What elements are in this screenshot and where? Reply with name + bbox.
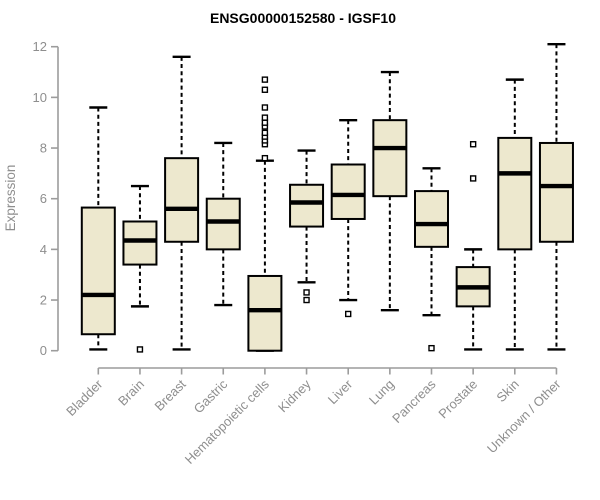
iqr-box xyxy=(497,136,533,251)
outlier-point xyxy=(469,175,477,182)
y-tick-label: 4 xyxy=(40,242,47,257)
outlier-point xyxy=(345,310,352,318)
boxplot-group xyxy=(205,141,241,307)
x-tick-label: Unknown / Other xyxy=(484,376,564,456)
x-tick-label: Brain xyxy=(115,377,147,409)
x-tick-label: Pancreas xyxy=(389,376,439,426)
boxplot-group xyxy=(372,70,408,312)
iqr-box xyxy=(247,274,283,352)
chart-title: ENSG00000152580 - IGSF10 xyxy=(210,10,396,26)
boxplot-group xyxy=(164,55,200,351)
iqr-box xyxy=(80,206,116,336)
x-tick-label: Gastric xyxy=(191,376,231,416)
boxplot-group xyxy=(330,118,366,318)
y-tick-label: 2 xyxy=(40,293,47,308)
iqr-box xyxy=(289,183,325,228)
iqr-box xyxy=(330,163,366,220)
x-tick-label: Skin xyxy=(493,377,521,405)
boxplot-group xyxy=(455,141,491,351)
y-tick-label: 12 xyxy=(33,39,47,54)
outlier-point xyxy=(261,76,269,83)
iqr-box xyxy=(205,197,241,251)
outlier-point xyxy=(261,129,269,137)
y-tick-label: 8 xyxy=(40,141,47,156)
y-tick-label: 10 xyxy=(33,90,47,105)
boxplot-group xyxy=(80,106,116,351)
y-tick-label: 6 xyxy=(40,191,47,206)
outlier-point xyxy=(261,119,269,126)
outlier-point xyxy=(428,344,435,352)
boxplot-group xyxy=(414,167,449,352)
outlier-point xyxy=(303,289,310,296)
x-tick-label: Liver xyxy=(325,376,356,407)
x-tick-label: Lung xyxy=(366,377,397,408)
iqr-box xyxy=(164,157,200,243)
iqr-box xyxy=(372,119,408,198)
outlier-point xyxy=(136,346,144,353)
x-tick-label: Breast xyxy=(152,376,189,413)
boxplot-group xyxy=(497,78,533,351)
y-axis-label: Expression xyxy=(3,165,18,232)
iqr-box xyxy=(122,220,158,266)
boxplot-group xyxy=(247,76,283,352)
x-tick-label: Bladder xyxy=(63,376,106,419)
outlier-point xyxy=(261,104,269,111)
boxplots xyxy=(80,42,574,353)
outlier-point xyxy=(261,154,269,162)
boxplot-group xyxy=(289,149,325,304)
boxplot-group xyxy=(122,184,158,353)
x-tick-label: Prostate xyxy=(435,377,480,422)
outlier-point xyxy=(469,141,477,148)
x-tick-label: Kidney xyxy=(275,376,314,415)
iqr-box xyxy=(538,141,574,243)
outlier-point xyxy=(261,86,269,93)
boxplot-group xyxy=(538,42,574,351)
iqr-box xyxy=(414,190,449,248)
outlier-point xyxy=(261,114,269,121)
y-tick-label: 0 xyxy=(40,343,47,358)
outlier-point xyxy=(303,296,310,304)
